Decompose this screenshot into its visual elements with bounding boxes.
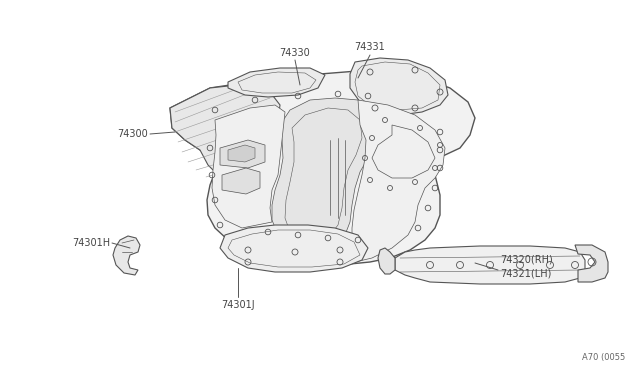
Polygon shape bbox=[220, 140, 265, 168]
Polygon shape bbox=[222, 168, 260, 194]
Polygon shape bbox=[350, 58, 448, 115]
Polygon shape bbox=[228, 145, 255, 162]
Polygon shape bbox=[378, 248, 395, 274]
Text: 74301H: 74301H bbox=[72, 238, 110, 248]
Polygon shape bbox=[113, 236, 140, 275]
Text: 74301J: 74301J bbox=[221, 300, 255, 310]
Text: A70 (0055: A70 (0055 bbox=[582, 353, 625, 362]
Text: 74330: 74330 bbox=[280, 48, 310, 58]
Polygon shape bbox=[575, 245, 608, 282]
Text: 74320(RH): 74320(RH) bbox=[500, 255, 553, 265]
Polygon shape bbox=[170, 83, 280, 178]
Polygon shape bbox=[272, 98, 378, 250]
Polygon shape bbox=[395, 246, 585, 284]
Polygon shape bbox=[220, 225, 368, 272]
Text: 74300: 74300 bbox=[117, 129, 148, 139]
Text: 74321(LH): 74321(LH) bbox=[500, 268, 552, 278]
Polygon shape bbox=[352, 100, 445, 262]
Polygon shape bbox=[212, 105, 285, 228]
Polygon shape bbox=[228, 68, 325, 97]
Polygon shape bbox=[170, 70, 475, 265]
Text: 74331: 74331 bbox=[355, 42, 385, 52]
